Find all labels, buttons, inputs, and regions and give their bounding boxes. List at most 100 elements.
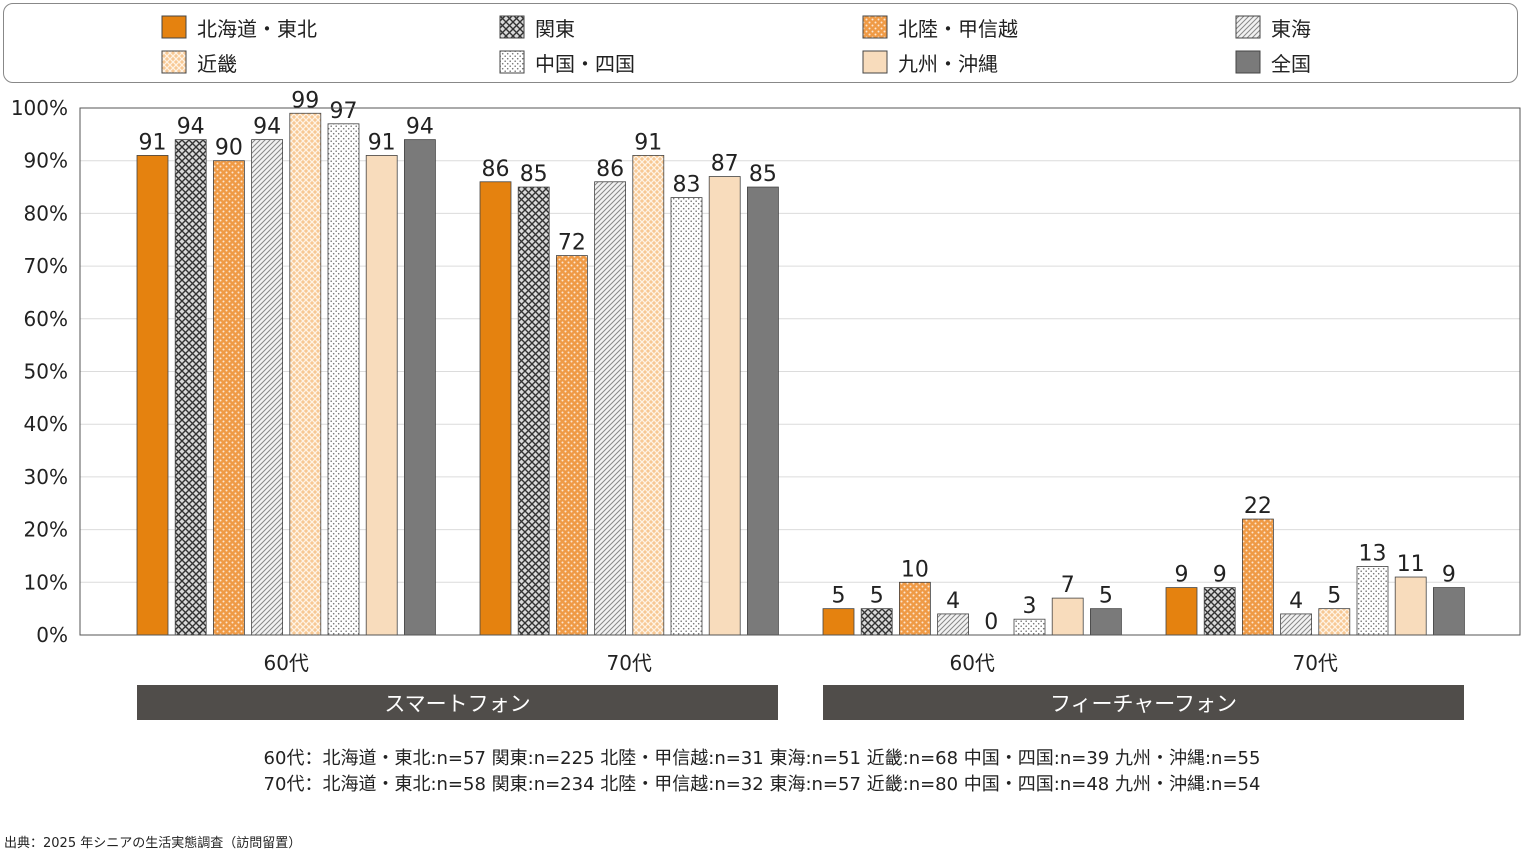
y-tick-label: 90% [24, 149, 68, 173]
legend-label: 北海道・東北 [197, 16, 317, 41]
bar-kyushu [1394, 576, 1427, 636]
bar-hokkaido [479, 181, 512, 636]
data-label: 5 [832, 584, 846, 609]
bar-kanto [174, 139, 207, 636]
x-category-label: 60代 [263, 651, 308, 675]
bar-tokai [594, 181, 626, 636]
bar-zenkoku [1090, 608, 1122, 636]
legend-label: 東海 [1271, 16, 1311, 41]
legend-label: 近畿 [197, 51, 237, 76]
bar-hokkaido [822, 608, 855, 636]
data-label: 13 [1359, 541, 1387, 566]
legend-label: 北陸・甲信越 [898, 16, 1018, 41]
y-tick-label: 40% [24, 412, 68, 436]
legend-label: 関東 [535, 16, 575, 41]
legend-item-kanto: 関東 [499, 15, 575, 41]
y-tick-label: 20% [24, 518, 68, 542]
data-label: 90 [215, 136, 243, 161]
y-tick-label: 30% [24, 465, 68, 489]
legend-swatch-zenkoku [1235, 50, 1261, 74]
data-label: 7 [1061, 573, 1075, 598]
data-label: 3 [1023, 594, 1037, 619]
data-label: 94 [177, 115, 205, 140]
plot-area [79, 107, 1521, 636]
group-band-featurephone: フィーチャーフォン [823, 685, 1464, 720]
data-label: 86 [596, 157, 624, 182]
y-tick-label: 60% [24, 307, 68, 331]
data-label: 94 [253, 115, 281, 140]
data-label: 72 [558, 231, 586, 256]
bar-kyushu [708, 176, 741, 636]
legend-swatch-kanto [499, 15, 525, 39]
bar-chugoku [670, 197, 703, 636]
data-label: 9 [1442, 563, 1456, 588]
bar-kinki [632, 155, 665, 636]
legend-swatch-kyushu [862, 50, 888, 74]
data-label: 85 [520, 162, 548, 187]
data-label: 5 [1099, 584, 1113, 609]
data-label: 5 [870, 584, 884, 609]
data-label: 91 [634, 130, 662, 155]
data-label: 94 [406, 115, 434, 140]
data-label: 87 [711, 152, 739, 177]
group-band-smartphone: スマートフォン [137, 685, 778, 720]
bar-zenkoku [403, 139, 436, 636]
bar-hokuriku [899, 581, 931, 636]
legend-label: 中国・四国 [535, 51, 635, 76]
bar-tokai [251, 139, 284, 636]
source-note: 出典：2025 年シニアの生活実態調査（訪問留置） [4, 836, 302, 851]
legend-item-hokkaido: 北海道・東北 [161, 15, 317, 41]
bar-kyushu [1051, 597, 1084, 636]
bar-chugoku [1356, 566, 1389, 636]
bar-kanto [517, 186, 550, 636]
x-category-label: 70代 [606, 651, 651, 675]
data-label: 83 [673, 173, 701, 198]
sample-size-note-70: 70代：北海道・東北:n=58 関東:n=234 北陸・甲信越:n=32 東海:… [263, 774, 1261, 795]
data-label: 4 [946, 589, 960, 614]
legend-swatch-hokuriku [862, 15, 888, 39]
bar-kinki [1318, 608, 1351, 636]
y-tick-label: 70% [24, 254, 68, 278]
x-axis-categories: 60代 70代 60代 70代 [263, 651, 1337, 675]
legend-item-kyushu: 九州・沖縄 [862, 50, 998, 76]
legend-label: 九州・沖縄 [898, 51, 998, 76]
data-label: 11 [1397, 552, 1425, 577]
legend-swatch-tokai [1235, 15, 1261, 39]
legend-item-chugoku: 中国・四国 [499, 50, 635, 76]
legend-item-tokai: 東海 [1235, 15, 1311, 41]
data-label: 0 [984, 610, 998, 635]
bars [136, 112, 1465, 636]
data-label: 97 [330, 99, 358, 124]
x-category-label: 70代 [1292, 651, 1337, 675]
bar-hokuriku [556, 255, 588, 636]
bar-hokuriku [1242, 518, 1274, 636]
y-tick-label: 10% [24, 570, 68, 594]
data-label: 91 [368, 130, 396, 155]
bar-kyushu [365, 155, 398, 636]
data-label: 22 [1244, 494, 1272, 519]
bar-chugoku [1013, 618, 1046, 636]
data-label: 85 [749, 162, 777, 187]
bar-hokuriku [212, 160, 245, 636]
bar-chugoku [327, 123, 360, 636]
data-label: 99 [291, 88, 319, 113]
bar-kanto [1203, 587, 1236, 636]
bar-tokai [937, 613, 969, 636]
x-category-label: 60代 [949, 651, 994, 675]
bar-tokai [1280, 613, 1312, 636]
legend-item-kinki: 近畿 [161, 50, 237, 76]
data-label: 5 [1327, 584, 1341, 609]
bar-kanto [860, 608, 893, 636]
legend-swatch-hokkaido [161, 15, 187, 39]
bar-hokkaido [1165, 587, 1198, 636]
legend: 北海道・東北 関東 北陸・甲信越 東海 近畿 中国・四国 九州・沖縄 全国 [3, 3, 1518, 83]
sample-size-note-60: 60代：北海道・東北:n=57 関東:n=225 北陸・甲信越:n=31 東海:… [263, 748, 1261, 769]
data-label: 9 [1213, 563, 1227, 588]
data-label: 10 [901, 557, 929, 582]
y-tick-label: 0% [36, 623, 68, 647]
data-label: 4 [1289, 589, 1303, 614]
data-label: 91 [139, 130, 167, 155]
y-axis-ticks: 0% 10% 20% 30% 40% 50% 60% 70% 80% 90% 100% [11, 96, 68, 647]
